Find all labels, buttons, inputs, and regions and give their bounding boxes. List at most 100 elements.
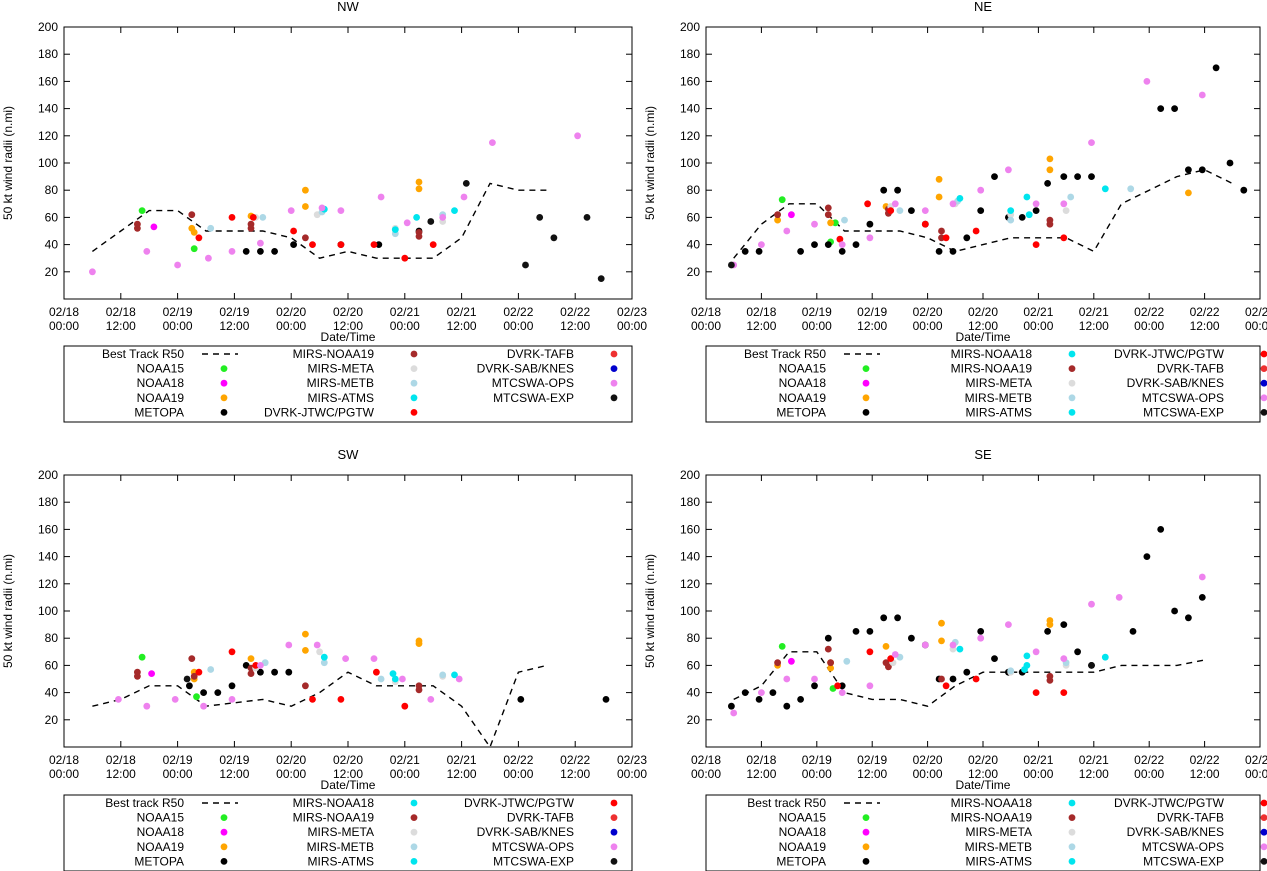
point-noaa18 [788, 657, 795, 665]
legend-box [63, 345, 633, 423]
point-dvrk-jtwc-pgtw [834, 682, 841, 690]
legend-label: NOAA19 [779, 391, 827, 405]
point-dvrk-jtwc-pgtw [401, 702, 409, 710]
x-tick-label-time: 00:00 [1023, 319, 1053, 333]
point-metopa [1060, 173, 1068, 181]
point-metopa [1044, 628, 1051, 635]
point-metopa [949, 675, 957, 683]
legend-marker-dvrk-tafb [610, 350, 618, 358]
plot-area [92, 630, 610, 747]
point-mirs-noaa19 [774, 211, 781, 219]
point-noaa19 [1046, 621, 1054, 628]
point-metopa [949, 248, 957, 255]
point-mirs-atms [391, 675, 399, 683]
point-mtcswa-ops [228, 696, 236, 703]
point-dvrk-jtwc-pgtw [228, 214, 236, 221]
point-mtcswa-exp [728, 261, 735, 269]
point-noaa18 [148, 670, 156, 677]
point-mirs-noaa19 [1046, 677, 1054, 684]
legend-marker-metopa [220, 409, 228, 416]
legend-marker-mirs-metb [410, 843, 418, 851]
point-mirs-atms [413, 214, 420, 221]
x-tick-label-date: 02/22 [1134, 753, 1164, 767]
x-tick-label-date: 02/18 [746, 305, 776, 319]
legend-marker-dvrk-tafb [1260, 365, 1267, 372]
legend-marker-mirs-noaa19 [1068, 814, 1076, 821]
legend-label: NOAA19 [779, 840, 827, 854]
point-mtcswa-ops [1032, 200, 1040, 208]
point-mtcswa-ops [811, 220, 818, 228]
legend-marker-noaa19 [220, 394, 228, 402]
point-mtcswa-ops [427, 696, 435, 703]
point-mtcswa-exp [1088, 662, 1095, 669]
legend-marker-mirs-atms [410, 394, 418, 402]
y-tick-label: 80 [45, 631, 59, 645]
x-tick-label-time: 00:00 [1245, 767, 1267, 781]
point-metopa [935, 248, 943, 255]
legend-marker-mirs-atms [1068, 858, 1076, 865]
point-metopa [1212, 64, 1220, 72]
point-noaa15 [190, 245, 198, 253]
point-noaa19 [415, 640, 423, 647]
x-tick-label-time: 00:00 [163, 319, 193, 333]
point-noaa18 [150, 223, 158, 231]
x-tick-label-time: 00:00 [913, 319, 943, 333]
point-mirs-metb [1067, 193, 1075, 201]
point-mirs-noaa19 [302, 234, 309, 242]
y-axis-label: 50 kt wind radii (n.mi) [1, 106, 15, 220]
point-mirs-noaa19 [134, 224, 141, 232]
point-mirs-noaa18 [1023, 193, 1031, 201]
legend-label: MTCSWA-EXP [493, 854, 574, 868]
point-dvrk-jtwc-pgtw [972, 227, 980, 235]
x-tick-label-time: 12:00 [968, 319, 998, 333]
point-metopa [214, 689, 222, 696]
y-tick-label: 120 [680, 129, 700, 143]
point-mtcswa-ops [949, 200, 957, 208]
x-tick-label-date: 02/21 [447, 753, 477, 767]
x-tick-label-date: 02/23 [617, 305, 647, 319]
point-mtcswa-ops [1060, 200, 1068, 208]
x-tick-label-date: 02/19 [163, 753, 193, 767]
point-mirs-noaa18 [1023, 652, 1031, 660]
panel-title: NW [337, 0, 359, 14]
legend-marker-mtcswa-ops [1260, 394, 1267, 402]
point-metopa [1074, 173, 1081, 181]
legend-label: DVRK-TAFB [507, 811, 574, 825]
point-metopa [1074, 648, 1081, 656]
point-mirs-atms [391, 226, 399, 234]
point-metopa [1060, 621, 1068, 628]
point-noaa19 [415, 185, 423, 193]
legend-label: MIRS-NOAA19 [293, 347, 375, 361]
point-dvrk-jtwc-pgtw [887, 207, 895, 215]
point-mirs-noaa19 [188, 211, 196, 219]
best-track-line [733, 651, 1205, 707]
point-mtcswa-ops [758, 689, 765, 696]
point-metopa [755, 248, 763, 255]
legend-label: METOPA [134, 405, 184, 419]
x-tick-label-date: 02/18 [106, 305, 136, 319]
legend-marker-mirs-noaa18 [410, 799, 418, 807]
point-noaa19 [302, 630, 309, 638]
legend-label: Best Track R50 [744, 347, 826, 361]
legend-box [705, 345, 1261, 423]
legend-label: DVRK-JTWC/PGTW [1114, 347, 1225, 361]
legend-label: NOAA18 [137, 376, 185, 390]
legend-label: MIRS-META [308, 362, 374, 376]
x-tick-label-time: 00:00 [913, 767, 943, 781]
x-tick-label-date: 02/21 [1023, 753, 1053, 767]
x-tick-label-time: 12:00 [1190, 767, 1220, 781]
point-noaa19 [882, 643, 890, 650]
point-metopa [290, 241, 297, 249]
point-metopa [977, 207, 985, 215]
point-mtcswa-ops [838, 689, 846, 696]
point-mirs-noaa18 [1101, 185, 1109, 193]
point-metopa [271, 668, 278, 676]
x-tick-label-time: 12:00 [106, 767, 136, 781]
point-mtcswa-exp [597, 275, 605, 282]
legend-label: Best track R50 [105, 796, 184, 810]
y-tick-label: 120 [38, 577, 58, 591]
point-dvrk-jtwc-pgtw [370, 241, 378, 249]
point-mtcswa-ops [1115, 594, 1123, 601]
legend-marker-mirs-metb [1068, 843, 1076, 851]
